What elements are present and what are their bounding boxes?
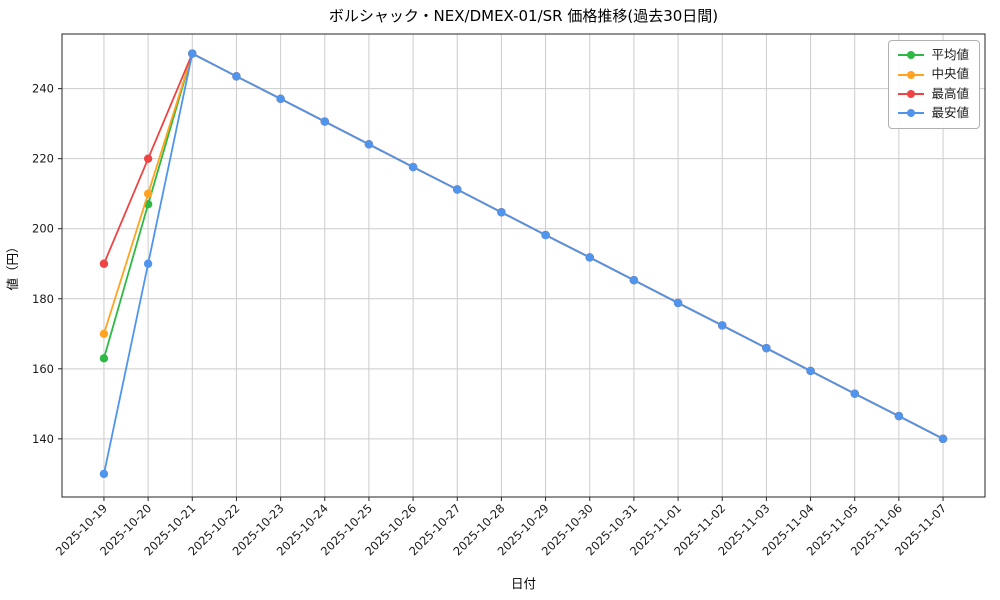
series-median xyxy=(99,49,948,444)
legend-label-max: 最高値 xyxy=(931,85,969,101)
data-point-max xyxy=(99,259,109,268)
x-axis-label: 日付 xyxy=(511,576,536,591)
data-point-min xyxy=(320,117,329,126)
y-tick-label: 160 xyxy=(32,362,54,376)
data-point-median xyxy=(143,189,153,198)
data-point-min xyxy=(718,321,727,330)
data-point-min xyxy=(762,343,771,353)
data-point-min xyxy=(673,298,683,308)
data-point-min xyxy=(497,208,506,217)
data-point-min xyxy=(143,259,153,268)
y-tick-label: 240 xyxy=(32,82,54,96)
series-line-mean xyxy=(103,52,944,440)
data-point-min xyxy=(629,276,639,285)
data-point-min xyxy=(232,72,241,81)
data-point-mean xyxy=(99,354,109,363)
data-point-min xyxy=(188,49,197,58)
y-axis-label: 値（円） xyxy=(5,240,20,290)
legend-marker-median-icon xyxy=(898,70,925,79)
y-tick-label: 220 xyxy=(32,152,54,166)
series-line-max xyxy=(103,52,944,440)
legend-item-mean: 平均値 xyxy=(898,47,969,62)
data-point-min xyxy=(364,140,374,149)
legend-label-median: 中央値 xyxy=(931,66,969,82)
series-line-median xyxy=(103,52,944,440)
data-point-min xyxy=(453,185,462,194)
legend-marker-mean-icon xyxy=(898,51,925,60)
axes-border xyxy=(61,33,986,498)
data-point-median xyxy=(99,329,109,338)
data-point-min xyxy=(541,230,550,240)
data-point-min xyxy=(894,411,904,421)
data-point-min xyxy=(276,94,285,103)
legend: 平均値 中央値 最高値 最安値 xyxy=(888,40,980,129)
grid xyxy=(62,34,985,497)
legend-item-median: 中央値 xyxy=(898,66,969,82)
tick-labels: 1401601802002202402025-10-192025-10-2020… xyxy=(32,82,949,559)
series-line-min xyxy=(103,52,944,475)
legend-label-min: 最安値 xyxy=(931,105,969,121)
data-point-min xyxy=(806,366,815,376)
data-point-min xyxy=(850,389,859,398)
data-point-min xyxy=(585,253,594,262)
legend-item-max: 最高値 xyxy=(898,85,969,101)
legend-marker-max-icon xyxy=(898,89,925,98)
legend-label-mean: 平均値 xyxy=(931,47,969,62)
data-point-max xyxy=(143,154,153,163)
series-mean xyxy=(99,49,948,444)
data-point-min xyxy=(938,434,948,444)
y-tick-label: 200 xyxy=(32,222,54,236)
legend-marker-min-icon xyxy=(898,109,925,118)
data-point-min xyxy=(408,162,418,172)
y-tick-label: 140 xyxy=(32,432,54,446)
chart-title: ボルシャック・NEX/DMEX-01/SR 価格推移(過去30日間) xyxy=(329,7,718,25)
legend-item-min: 最安値 xyxy=(898,105,969,121)
series-max xyxy=(99,49,948,444)
series-min xyxy=(99,49,948,479)
data-point-min xyxy=(99,469,109,479)
ticks xyxy=(58,88,944,501)
y-tick-label: 180 xyxy=(32,292,54,306)
